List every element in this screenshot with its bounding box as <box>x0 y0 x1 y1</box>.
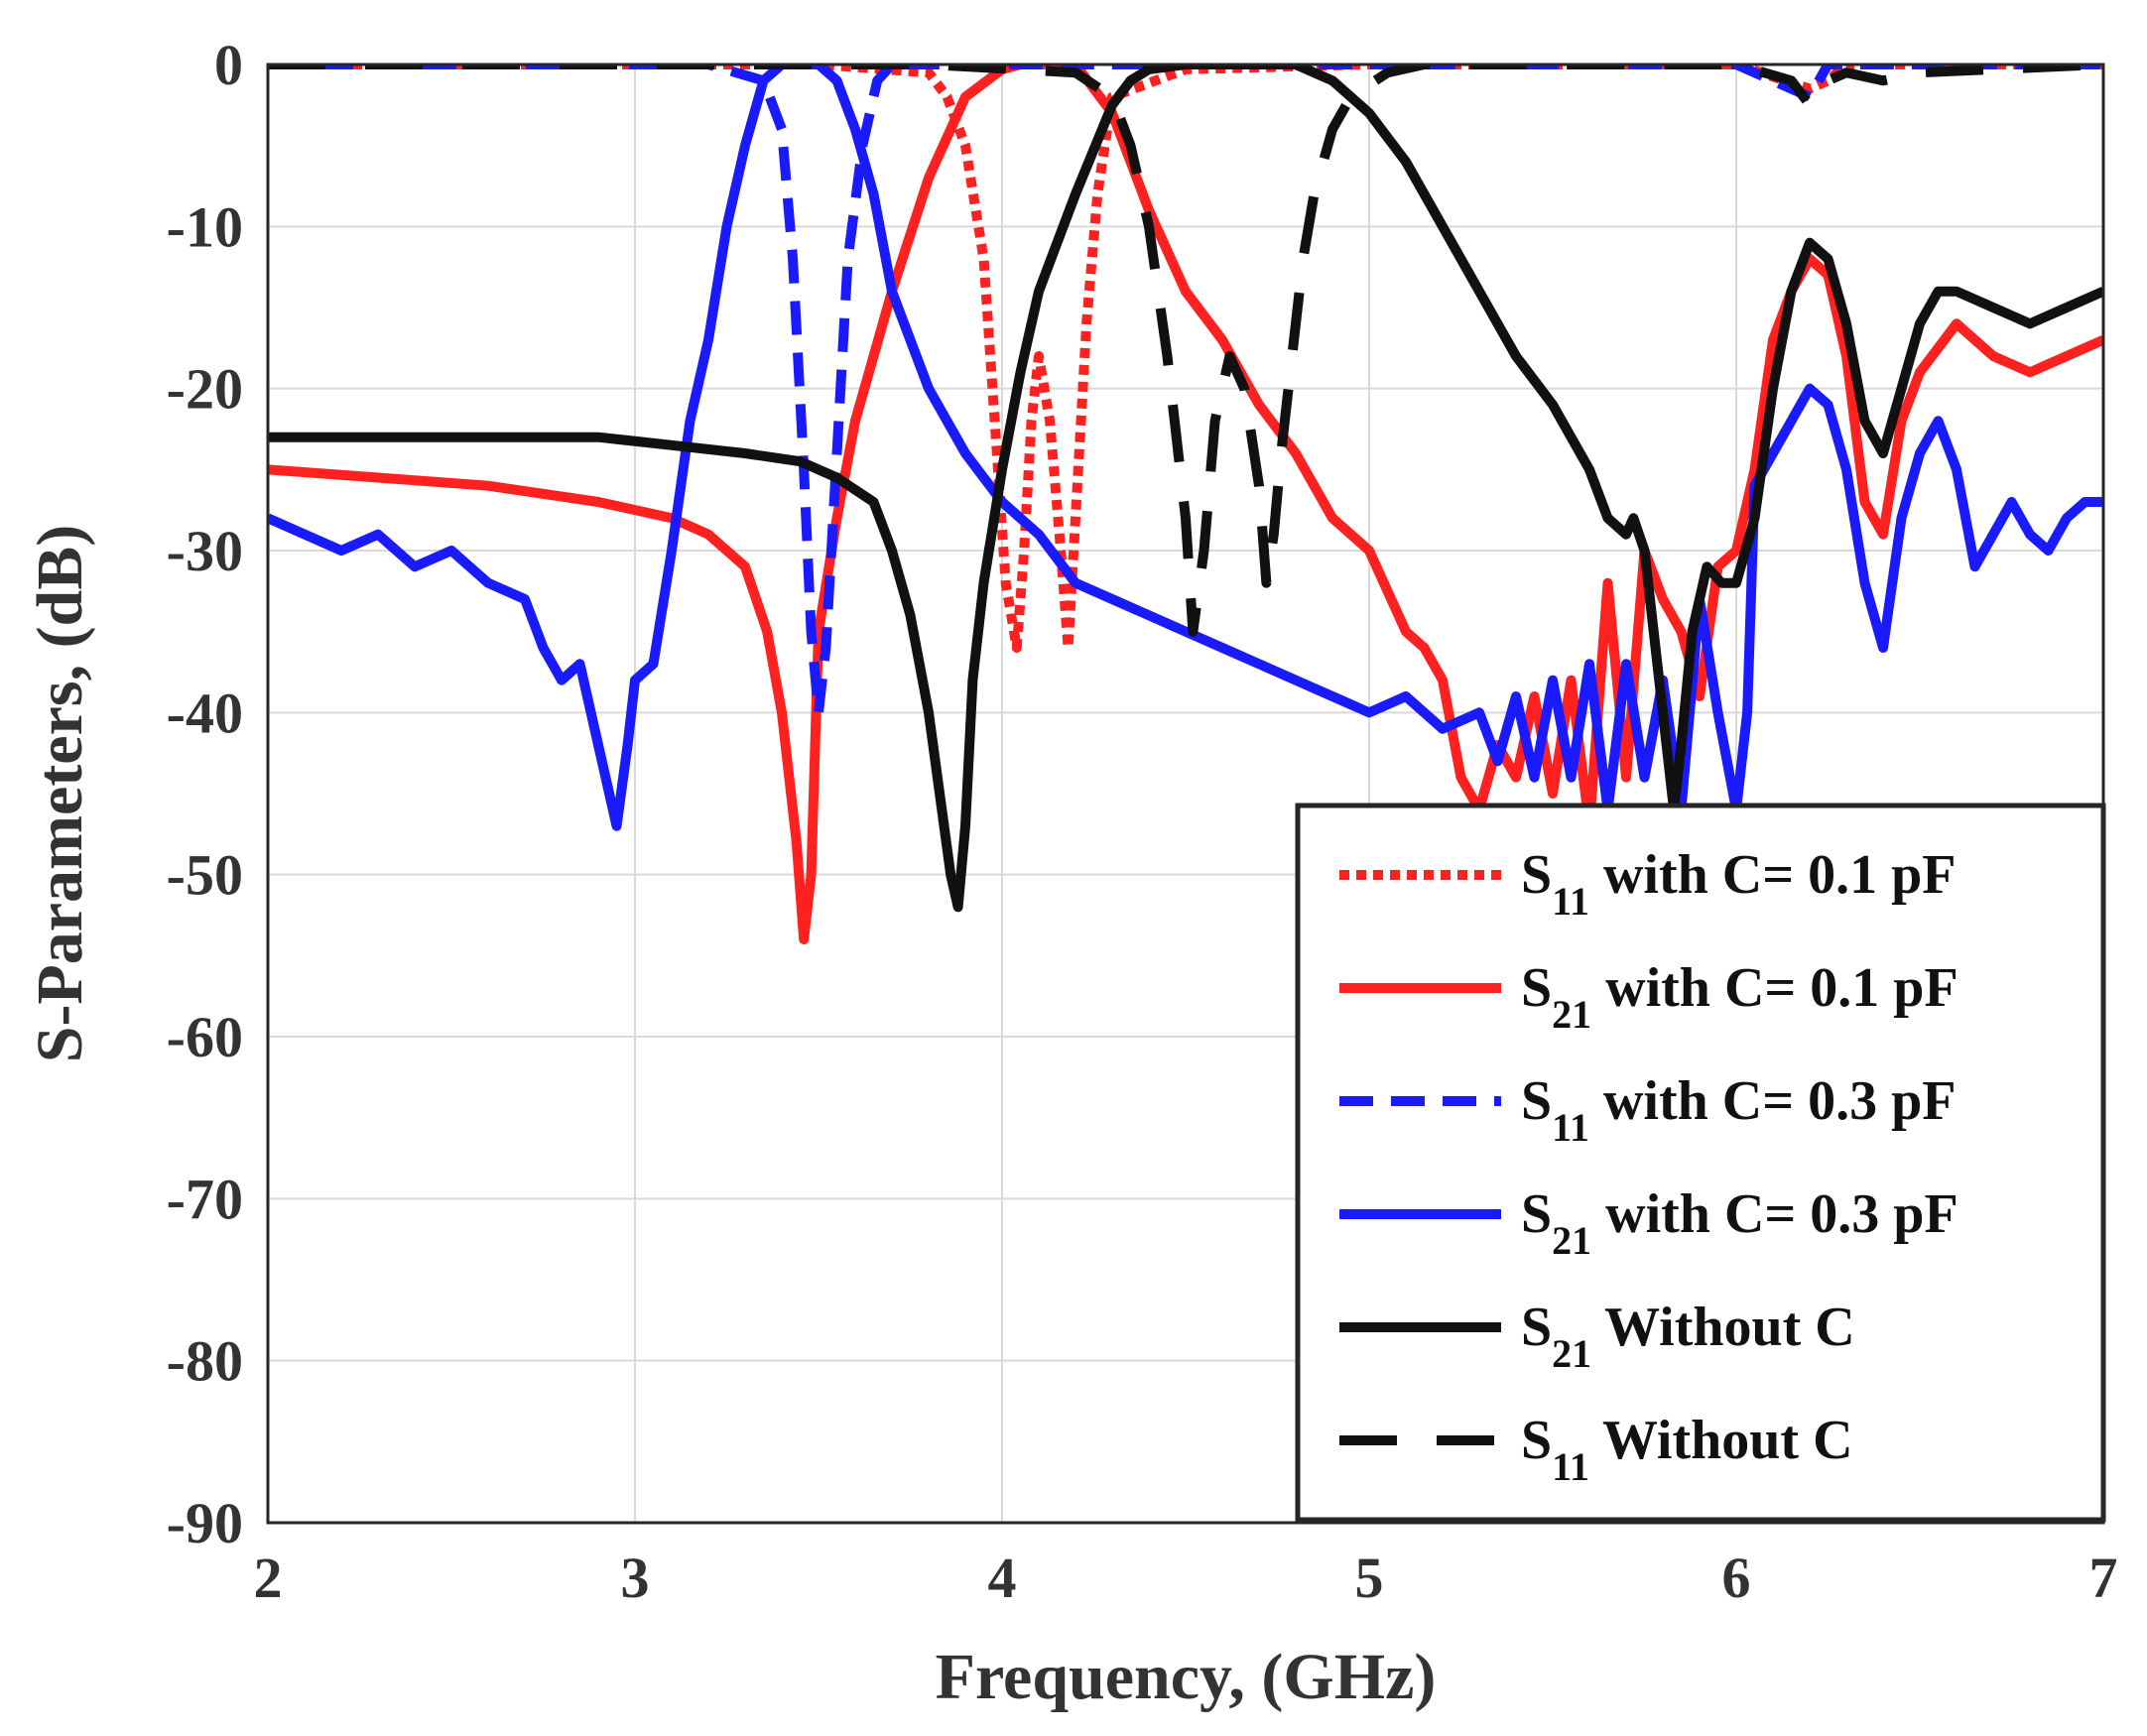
y-tick-label: -30 <box>167 519 243 583</box>
series-layer <box>268 64 2103 944</box>
x-tick-label: 2 <box>254 1546 283 1610</box>
axes-box <box>266 62 2105 1525</box>
y-axis-label: S-Parameters, (dB) <box>24 525 96 1063</box>
legend-label: S11 with C= 0.3 pF <box>1521 1070 1956 1150</box>
x-tick-label: 6 <box>1722 1546 1751 1610</box>
series-line-s11-without-c <box>268 64 2103 637</box>
x-tick-label: 5 <box>1355 1546 1384 1610</box>
series-line-s11-with-c-0-1-pf <box>268 64 2103 653</box>
legend: S11 with C= 0.1 pF S21 with C= 0.1 pF S11 … <box>1295 803 2106 1523</box>
series-line-s11-with-c-0-3-pf <box>268 64 2103 718</box>
x-tick-label: 4 <box>988 1546 1017 1610</box>
y-tick-label: -70 <box>167 1167 243 1231</box>
x-tick-label: 7 <box>2089 1546 2118 1610</box>
x-axis-label: Frequency, (GHz) <box>936 1641 1437 1713</box>
x-tick-label: 3 <box>621 1546 650 1610</box>
y-tick-label: -50 <box>167 843 243 908</box>
legend-label: S11 with C= 0.1 pF <box>1521 844 1956 924</box>
series-line-s21-with-c-0-1-pf <box>268 64 2103 944</box>
y-tick-label: 0 <box>214 33 243 97</box>
y-tick-label: -80 <box>167 1329 243 1394</box>
y-tick-label: -10 <box>167 194 243 259</box>
legend-label: S11 Without C <box>1521 1410 1853 1489</box>
series-line-s21-with-c-0-3-pf <box>268 64 2103 831</box>
legend-label: S21 with C= 0.3 pF <box>1521 1183 1958 1263</box>
y-tick-label: -20 <box>167 357 243 422</box>
legend-box <box>1295 803 2106 1523</box>
y-tick-label: -40 <box>167 681 243 745</box>
tick-labels: 2 3 4 5 6 7 0 -10 -20 -30 -40 -50 -60 -70 -80 -90 <box>167 33 2118 1610</box>
series-line-s21-without-c <box>268 64 2103 913</box>
legend-label: S21 Without C <box>1521 1297 1855 1376</box>
y-tick-label: -60 <box>167 1005 243 1069</box>
legend-label: S21 with C= 0.1 pF <box>1521 957 1958 1037</box>
y-tick-label: -90 <box>167 1491 243 1555</box>
